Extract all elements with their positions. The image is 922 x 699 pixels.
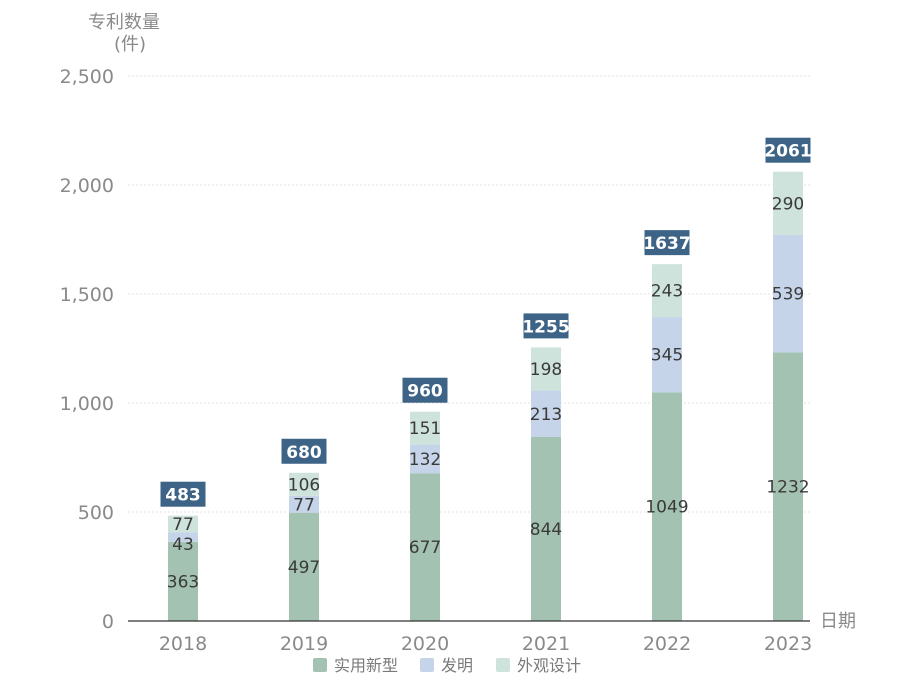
bar-segment bbox=[410, 473, 440, 621]
legend-swatch bbox=[313, 658, 327, 672]
bar-segment bbox=[289, 512, 319, 621]
data-label: 363 bbox=[167, 572, 199, 592]
legend-swatch bbox=[420, 658, 434, 672]
total-badge bbox=[644, 230, 690, 256]
total-label: 1255 bbox=[522, 317, 569, 337]
bar-segment bbox=[410, 411, 440, 445]
y-axis-title-line1: 专利数量 bbox=[88, 12, 160, 33]
y-tick-label: 2,000 bbox=[60, 175, 114, 197]
total-label: 483 bbox=[165, 486, 201, 506]
y-tick-label: 0 bbox=[102, 611, 114, 633]
bar-segment bbox=[773, 171, 803, 235]
bar-segment bbox=[168, 515, 198, 533]
bar-segment bbox=[652, 392, 682, 621]
data-label: 677 bbox=[409, 538, 441, 558]
data-label: 198 bbox=[530, 360, 562, 380]
data-label: 539 bbox=[772, 285, 804, 305]
data-label: 132 bbox=[409, 450, 441, 470]
data-label: 106 bbox=[288, 475, 320, 495]
data-label: 243 bbox=[651, 282, 683, 302]
x-tick-label: 2019 bbox=[280, 633, 328, 655]
data-label: 43 bbox=[172, 535, 194, 555]
data-label: 1049 bbox=[645, 498, 688, 518]
total-badge bbox=[281, 438, 327, 464]
legend-label: 发明 bbox=[441, 656, 473, 675]
data-label: 213 bbox=[530, 405, 562, 425]
x-tick-label: 2018 bbox=[159, 633, 207, 655]
bar-segment bbox=[168, 532, 198, 542]
x-tick-label: 2022 bbox=[643, 633, 691, 655]
data-label: 151 bbox=[409, 419, 441, 439]
bar-segment bbox=[652, 317, 682, 393]
legend-label: 实用新型 bbox=[334, 656, 398, 675]
total-label: 1637 bbox=[643, 234, 690, 254]
x-tick-label: 2021 bbox=[522, 633, 570, 655]
legend-label: 外观设计 bbox=[517, 656, 581, 675]
y-tick-label: 1,500 bbox=[60, 284, 114, 306]
bar-segment bbox=[410, 444, 440, 474]
bar-segment bbox=[289, 472, 319, 496]
bar-segment bbox=[531, 347, 561, 391]
total-badge bbox=[765, 137, 811, 163]
bar-segment bbox=[531, 390, 561, 438]
y-tick-label: 500 bbox=[78, 502, 114, 524]
x-axis-title: 日期 bbox=[820, 611, 856, 632]
data-label: 345 bbox=[651, 346, 683, 366]
data-label: 77 bbox=[172, 515, 194, 535]
data-label: 497 bbox=[288, 558, 320, 578]
bar-segment bbox=[531, 437, 561, 621]
bar-segment bbox=[773, 352, 803, 621]
total-label: 2061 bbox=[764, 142, 811, 162]
y-axis-title-line2: (件) bbox=[114, 34, 146, 55]
x-tick-label: 2020 bbox=[401, 633, 449, 655]
x-tick-label: 2023 bbox=[764, 633, 812, 655]
y-tick-label: 2,500 bbox=[60, 66, 114, 88]
total-label: 960 bbox=[407, 382, 443, 402]
data-label: 77 bbox=[293, 495, 315, 515]
total-badge bbox=[402, 377, 448, 403]
bar-segment bbox=[289, 495, 319, 513]
y-tick-label: 1,000 bbox=[60, 393, 114, 415]
data-label: 844 bbox=[530, 520, 562, 540]
legend-swatch bbox=[496, 658, 510, 672]
total-badge bbox=[523, 313, 569, 339]
data-label: 290 bbox=[772, 194, 804, 214]
bar-segment bbox=[168, 541, 198, 621]
bar-segment bbox=[773, 234, 803, 353]
bar-segment bbox=[652, 264, 682, 318]
data-label: 1232 bbox=[766, 478, 809, 498]
total-badge bbox=[160, 481, 206, 507]
total-label: 680 bbox=[286, 443, 322, 463]
